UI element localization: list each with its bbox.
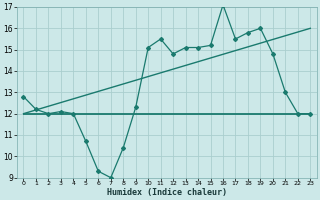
X-axis label: Humidex (Indice chaleur): Humidex (Indice chaleur) (107, 188, 227, 197)
